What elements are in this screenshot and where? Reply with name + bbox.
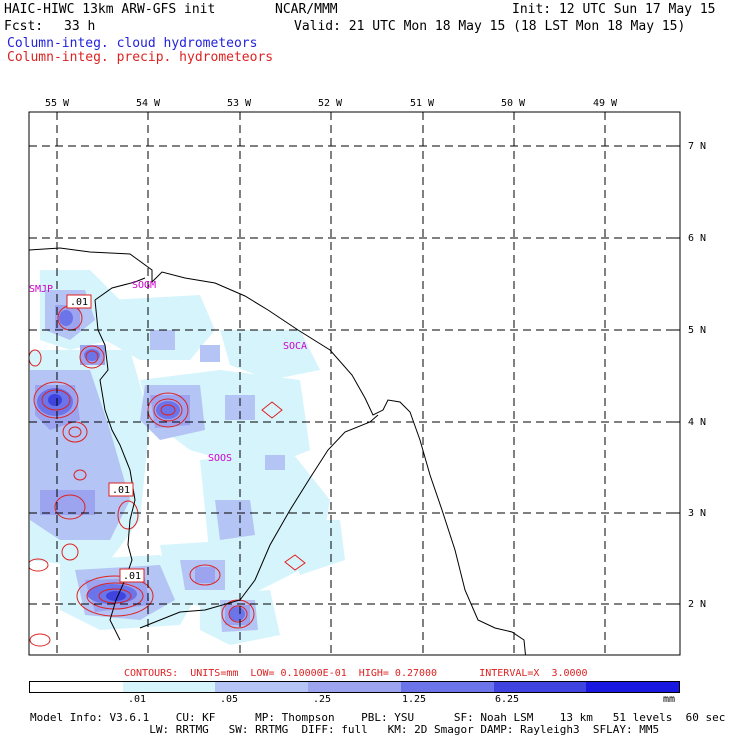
legend-label: .05 [220,694,239,705]
valid-time: Valid: 21 UTC Mon 18 May 15 (18 LST Mon … [294,19,686,34]
map-frame [28,111,681,656]
lat-label-2n: 2 N [688,599,707,610]
lon-label-53w: 53 W [227,98,252,109]
legend-unit: mm [663,694,676,705]
legend-label: .01 [128,694,147,705]
legend-swatch [400,682,494,692]
legend-swatch [493,682,587,692]
field-precip-label: Column-integ. precip. hydrometeors [7,50,274,65]
lat-lon-grid [29,112,680,655]
precip-contours [29,305,306,647]
coastline [29,247,527,655]
lat-label-3n: 3 N [688,508,707,519]
lat-label-6n: 6 N [688,233,707,244]
station-soos: SOOS [208,453,233,464]
legend-swatch [122,682,216,692]
lon-label-54w: 54 W [136,98,161,109]
legend-swatch [586,682,680,692]
lat-label-7n: 7 N [688,141,707,152]
station-smjp: SMJP [29,284,54,295]
lon-label-52w: 52 W [318,98,343,109]
model-info-line2: LW: RRTMG SW: RRTMG DIFF: full KM: 2D Sm… [30,723,660,736]
init-time: Init: 12 UTC Sun 17 May 15 [512,2,716,17]
lat-label-4n: 4 N [688,417,707,428]
model-info-line1: Model Info: V3.6.1 CU: KF MP: Thompson P… [30,711,726,724]
contour-label-boxes [66,294,145,583]
contour-label: .01 [70,297,89,308]
legend-label: .25 [313,694,332,705]
legend-swatch [308,682,401,692]
model-title: HAIC-HIWC 13km ARW-GFS init [4,2,216,17]
org-label: NCAR/MMM [275,2,338,17]
station-sogm: SOGM [132,280,157,291]
lat-label-5n: 5 N [688,325,707,336]
cloud-shading [30,270,345,645]
contour-label: .01 [123,571,142,582]
legend-label: 1.25 [402,694,427,705]
station-soca: SOCA [283,341,308,352]
lon-label-50w: 50 W [501,98,526,109]
lon-label-51w: 51 W [410,98,435,109]
contour-label: .01 [112,485,131,496]
color-legend [29,681,680,693]
axis-ticks [56,112,680,605]
lon-label-49w: 49 W [593,98,618,109]
contours-info: CONTOURS: UNITS=mm LOW= 0.10000E-01 HIGH… [124,668,588,679]
legend-swatch [215,682,309,692]
legend-label: 6.25 [495,694,520,705]
lon-label-55w: 55 W [45,98,70,109]
fcst-value: 33 h [64,19,96,34]
legend-swatch [30,682,123,692]
field-cloud-label: Column-integ. cloud hydrometeors [7,36,258,51]
fcst-label: Fcst: [4,19,44,34]
